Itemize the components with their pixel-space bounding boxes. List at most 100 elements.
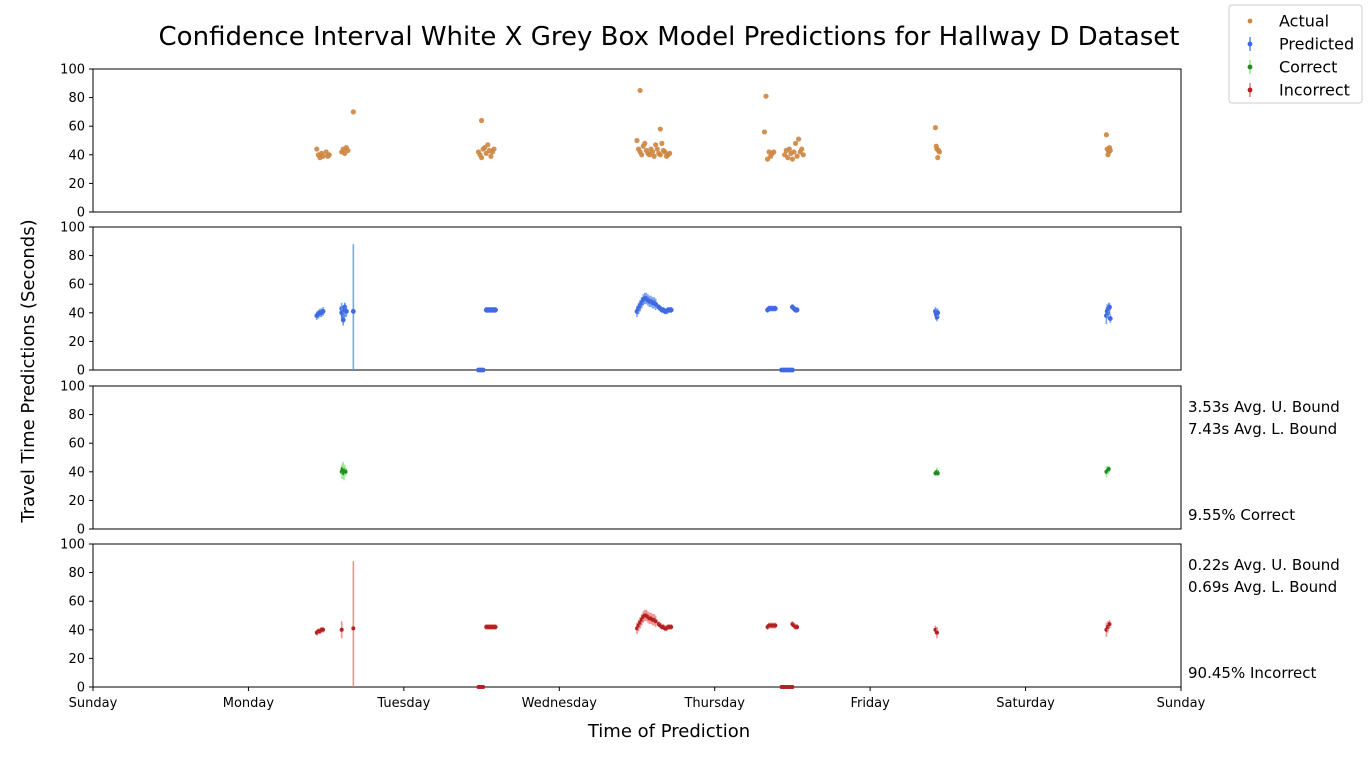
legend-box	[1228, 4, 1363, 104]
incorrect-point	[1107, 622, 1112, 627]
predicted-point	[1107, 304, 1112, 310]
actual-point	[771, 149, 777, 155]
y-tick-label: 60	[68, 278, 85, 293]
y-tick-label: 100	[60, 538, 85, 553]
actual-point	[657, 152, 663, 158]
actual-point	[485, 142, 491, 148]
y-tick-label: 0	[77, 681, 85, 696]
y-tick-label: 100	[60, 63, 85, 78]
incorrect-point	[790, 685, 795, 689]
actual-point	[761, 129, 768, 135]
y-axis-label: Travel Time Predictions (Seconds)	[18, 219, 39, 523]
panel-frame	[92, 543, 1182, 688]
y-tick-label: 20	[68, 652, 85, 667]
panels: 0204060801000204060801000204060801003.53…	[60, 63, 1340, 712]
y-tick-label: 40	[68, 306, 85, 321]
incorrect-point	[653, 619, 658, 624]
incorrect-lower-bound-text: 0.69s Avg. L. Bound	[1188, 578, 1337, 596]
y-tick-label: 40	[68, 465, 85, 480]
y-tick-label: 20	[68, 494, 85, 509]
actual-point	[314, 146, 320, 152]
actual-point	[796, 136, 802, 142]
actual-point	[653, 142, 659, 148]
actual-point	[785, 155, 791, 161]
actual-point	[634, 137, 640, 144]
actual-point	[1103, 132, 1109, 138]
actual-point	[1107, 147, 1113, 154]
actual-point	[792, 140, 799, 146]
legend-actual-marker	[1247, 18, 1253, 24]
x-tick-label: Thursday	[683, 696, 745, 711]
x-axis-label: Time of Prediction	[587, 721, 750, 742]
actual-point	[345, 147, 351, 154]
x-tick-label: Monday	[223, 696, 275, 711]
correct-percent-text: 9.55% Correct	[1188, 506, 1295, 524]
correct-point	[935, 471, 940, 476]
x-tick-label: Friday	[850, 696, 890, 711]
y-tick-label: 40	[68, 623, 85, 638]
predicted-point	[343, 308, 349, 314]
incorrect-point	[773, 623, 778, 628]
actual-point	[654, 146, 660, 152]
actual-point	[488, 153, 494, 159]
y-tick-label: 60	[68, 595, 85, 610]
panel-actual: 0 20 40 60 80 100	[60, 63, 1182, 221]
incorrect-percent-text: 90.45% Incorrect	[1188, 664, 1317, 682]
incorrect-point	[669, 624, 674, 629]
legend-incorrect-marker	[1247, 87, 1253, 93]
incorrect-point	[351, 626, 356, 631]
actual-point	[789, 156, 796, 162]
y-tick-label: 0	[77, 364, 85, 379]
actual-point	[478, 117, 485, 124]
legend-predicted-marker	[1247, 41, 1253, 47]
y-tick-label: 80	[68, 249, 85, 264]
y-tick-label: 80	[68, 408, 85, 423]
actual-point	[799, 146, 805, 152]
y-tick-label: 60	[68, 437, 85, 452]
actual-point	[651, 153, 657, 159]
actual-point	[786, 146, 792, 152]
panel-correct: 0 20 40 60 80 100 3.53s Avg. U. Bound 7.43s Avg…	[60, 380, 1340, 538]
x-tick-label: Wednesday	[522, 696, 598, 711]
legend-correct-marker	[1247, 64, 1253, 70]
actual-point	[326, 152, 332, 158]
panel-frame	[92, 68, 1182, 213]
y-tick-label: 40	[68, 148, 85, 163]
correct-point	[343, 469, 348, 474]
predicted-point	[1107, 316, 1113, 321]
incorrect-point	[481, 685, 486, 689]
y-tick-label: 20	[68, 177, 85, 192]
x-tick-label: Sunday	[1157, 696, 1206, 711]
predicted-point	[480, 367, 486, 373]
predicted-point	[653, 301, 659, 307]
panel-frame	[92, 385, 1182, 530]
incorrect-point	[339, 627, 344, 632]
incorrect-point	[321, 627, 326, 632]
x-tick-label: Sunday	[69, 696, 118, 711]
predicted-point	[350, 308, 356, 314]
actual-point	[791, 149, 797, 155]
actual-point	[932, 125, 939, 131]
correct-point	[1106, 466, 1111, 471]
predicted-point	[668, 307, 674, 313]
actual-point	[478, 155, 485, 161]
y-tick-label: 100	[60, 221, 85, 236]
legend-predicted-label: Predicted	[1279, 35, 1354, 54]
predicted-point	[772, 306, 778, 311]
legend-incorrect-label: Incorrect	[1279, 81, 1350, 100]
y-tick-label: 80	[68, 566, 85, 581]
actual-point	[642, 140, 648, 146]
legend-correct-label: Correct	[1279, 58, 1337, 77]
x-tick-label: Saturday	[996, 696, 1055, 711]
predicted-point	[320, 308, 326, 314]
actual-point	[794, 153, 800, 159]
x-tick-label: Tuesday	[376, 696, 430, 711]
actual-point	[649, 149, 656, 155]
predicted-point	[493, 307, 498, 313]
chart-title: Confidence Interval White X Grey Box Mod…	[159, 22, 1180, 52]
actual-point	[657, 126, 663, 132]
panel-frame	[92, 226, 1182, 371]
y-tick-label: 20	[68, 335, 85, 350]
predicted-point	[340, 317, 346, 323]
actual-point	[763, 93, 769, 99]
